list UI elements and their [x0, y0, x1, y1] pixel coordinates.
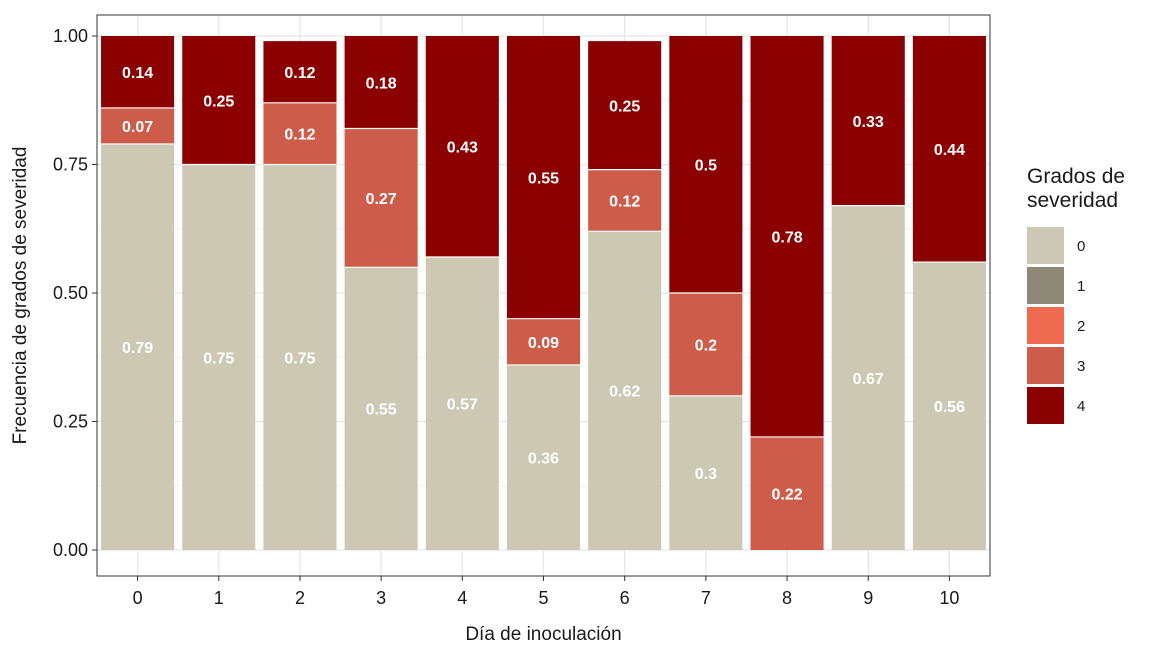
- legend-label: 2: [1077, 318, 1085, 335]
- segment-label: 0.56: [934, 399, 965, 416]
- segment-label: 0.09: [528, 335, 559, 352]
- x-tick-label: 6: [620, 588, 630, 608]
- bar-segment-day-3-grade-3: [344, 128, 418, 268]
- y-tick-label: 0.75: [53, 155, 88, 175]
- x-tick-label: 10: [939, 588, 959, 608]
- segment-label: 0.12: [284, 65, 315, 82]
- bar-segment-day-7-grade-4: [669, 36, 743, 293]
- bar-segment-day-6-grade-3: [588, 169, 662, 232]
- bar-segment-day-3-grade-0: [344, 267, 418, 550]
- x-tick-label: 4: [457, 588, 467, 608]
- segment-label: 0.07: [122, 119, 153, 136]
- x-tick-label: 3: [376, 588, 386, 608]
- segment-label: 0.55: [528, 170, 559, 187]
- segment-label: 0.62: [609, 384, 640, 401]
- bar-segment-day-3-grade-4: [344, 36, 418, 129]
- segment-label: 0.25: [203, 93, 234, 110]
- legend-label: 0: [1077, 238, 1085, 255]
- bar-segment-day-4-grade-4: [425, 36, 499, 258]
- x-tick-label: 5: [538, 588, 548, 608]
- bar-segment-day-7-grade-0: [669, 395, 743, 550]
- x-axis-title: Día de inoculación: [465, 624, 621, 645]
- bar-segment-day-9-grade-0: [831, 205, 905, 550]
- segment-label: 0.75: [203, 350, 234, 367]
- segment-label: 0.44: [934, 142, 965, 159]
- legend-label: 1: [1077, 278, 1085, 295]
- segment-labels: 0.79 0.07 0.14 0.75 0.25 0.75 0.12 0.12 0.55 0.27…: [122, 65, 965, 503]
- segment-label: 0.5: [695, 158, 717, 175]
- x-tick-label: 8: [782, 588, 792, 608]
- bar-segment-day-1-grade-4: [182, 36, 256, 165]
- legend-label: 3: [1077, 358, 1085, 375]
- segment-label: 0.67: [853, 371, 884, 388]
- bar-segment-day-4-grade-0: [425, 257, 499, 550]
- x-tick-label: 2: [295, 588, 305, 608]
- legend-swatch-4: [1027, 387, 1064, 424]
- segment-label: 0.12: [609, 193, 640, 210]
- bar-segment-day-1-grade-0: [182, 164, 256, 550]
- bar-segment-day-5-grade-0: [506, 364, 581, 550]
- legend-title: Grados de: [1027, 165, 1125, 188]
- segment-label: 0.55: [366, 402, 397, 419]
- segment-label: 0.14: [122, 65, 153, 82]
- bar-segment-day-2-grade-3: [263, 102, 337, 165]
- bar-segment-day-8-grade-4: [750, 36, 824, 437]
- bar-segment-day-6-grade-0: [588, 231, 662, 550]
- segment-label: 0.33: [853, 114, 884, 131]
- y-tick-label: 0.00: [53, 540, 88, 560]
- legend-swatch-0: [1027, 227, 1064, 264]
- y-tick-label: 0.25: [53, 412, 88, 432]
- segment-label: 0.12: [284, 127, 315, 144]
- x-axis: 0 1 2 3 4 5 6 7 8 9 10: [133, 576, 959, 608]
- x-tick-label: 0: [133, 588, 143, 608]
- bar-segment-day-7-grade-3: [669, 293, 743, 396]
- bar-segment-day-10-grade-4: [912, 36, 986, 263]
- y-axis-title: Frecuencia de grados de severidad: [10, 147, 31, 445]
- bar-segment-day-0-grade-4: [101, 36, 175, 108]
- segment-label: 0.43: [447, 140, 478, 157]
- bar-segment-day-6-grade-4: [588, 41, 662, 170]
- bar-segment-day-5-grade-3: [506, 318, 581, 365]
- bar-segment-day-9-grade-4: [831, 36, 905, 206]
- segment-label: 0.27: [366, 191, 397, 208]
- segment-label: 0.78: [771, 229, 802, 246]
- legend-swatch-3: [1027, 347, 1064, 384]
- legend-swatch-2: [1027, 307, 1064, 344]
- legend-swatch-1: [1027, 267, 1064, 304]
- segment-label: 0.18: [366, 75, 397, 92]
- bar-segment-day-0-grade-3: [101, 107, 175, 144]
- y-axis: 0.00 0.25 0.50 0.75 1.00: [53, 26, 97, 560]
- x-tick-label: 1: [214, 588, 224, 608]
- legend-title: severidad: [1027, 189, 1118, 212]
- segment-label: 0.2: [695, 337, 717, 354]
- bar-segment-day-0-grade-0: [101, 143, 175, 550]
- bar-segment-day-5-grade-4: [506, 36, 581, 319]
- segment-label: 0.36: [528, 450, 559, 467]
- bar-segment-day-8-grade-3: [750, 436, 824, 550]
- segment-label: 0.25: [609, 98, 640, 115]
- segment-label: 0.57: [447, 397, 478, 414]
- x-tick-label: 7: [701, 588, 711, 608]
- bar-segment-day-2-grade-4: [263, 41, 337, 103]
- segment-label: 0.3: [695, 466, 717, 483]
- y-tick-label: 0.50: [53, 283, 88, 303]
- x-tick-label: 9: [863, 588, 873, 608]
- segment-label: 0.22: [771, 486, 802, 503]
- y-tick-label: 1.00: [53, 26, 88, 46]
- bar-segment-day-10-grade-0: [912, 262, 986, 550]
- legend-label: 4: [1077, 398, 1085, 415]
- bars: [101, 36, 986, 550]
- bar-segment-day-2-grade-0: [263, 164, 337, 550]
- segment-label: 0.75: [284, 350, 315, 367]
- segment-label: 0.79: [122, 340, 153, 357]
